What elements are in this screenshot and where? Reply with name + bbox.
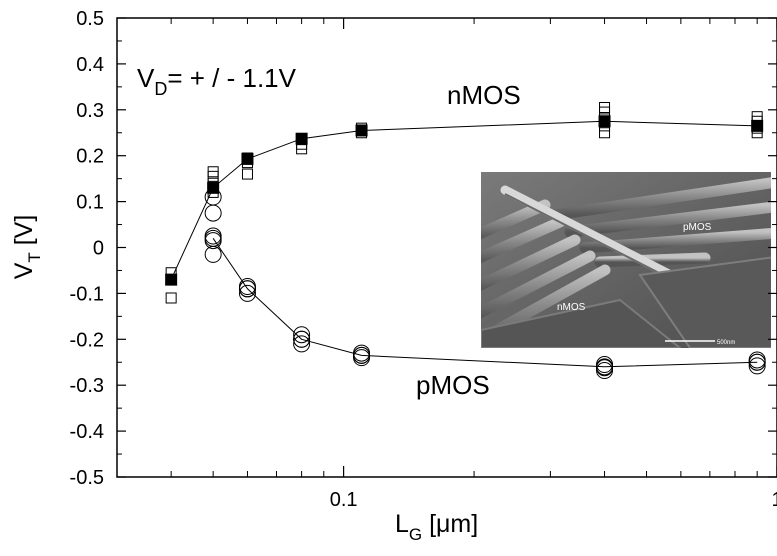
condition-annotation: VD= + / - 1.1V bbox=[137, 63, 297, 99]
point-square-filled bbox=[295, 132, 308, 145]
sem-inset-image: nMOS pMOS 500nm bbox=[481, 172, 771, 348]
y-tick-label: 0.1 bbox=[76, 192, 104, 214]
point-circle-open bbox=[293, 330, 311, 348]
point-circle-open bbox=[748, 353, 766, 371]
point-circle-open bbox=[204, 204, 222, 222]
x-axis-label-main: L bbox=[395, 510, 409, 538]
y-tick-label: 0.4 bbox=[76, 54, 104, 76]
point-circle-open bbox=[293, 326, 311, 344]
inset-pmos-label: pMOS bbox=[683, 222, 712, 233]
point-square-filled bbox=[241, 152, 254, 165]
point-square-open bbox=[241, 168, 253, 180]
point-square-filled bbox=[355, 124, 368, 137]
x-tick-label: 0.1 bbox=[330, 489, 358, 511]
y-axis-label-unit: [V] bbox=[10, 215, 38, 253]
y-tick-label: 0 bbox=[93, 238, 104, 260]
pmos-annotation: pMOS bbox=[416, 370, 490, 400]
condition-sub: D bbox=[154, 79, 167, 99]
point-square-filled bbox=[165, 273, 178, 286]
point-square-filled bbox=[598, 115, 611, 128]
y-tick-label: -0.5 bbox=[70, 467, 104, 489]
y-tick-label: -0.1 bbox=[70, 283, 104, 305]
y-tick-label: -0.4 bbox=[70, 421, 104, 443]
tick-labels: 0.5 0.4 0.3 0.2 0.1 0 -0.1 -0.2 -0.3 -0.4 -0.5 0.1 1 bbox=[70, 8, 777, 511]
point-circle-open bbox=[238, 280, 256, 298]
point-circle-open bbox=[748, 357, 766, 375]
axis-ticks bbox=[116, 17, 777, 478]
point-square-open bbox=[165, 292, 177, 304]
x-axis-label: LG [μm] bbox=[395, 510, 478, 544]
point-square-open bbox=[599, 102, 611, 114]
y-tick-label: 0.3 bbox=[76, 100, 104, 122]
point-circle-open bbox=[238, 284, 256, 302]
point-circle-open bbox=[353, 346, 371, 364]
point-square-open bbox=[207, 166, 219, 178]
inset-nmos-label: nMOS bbox=[557, 302, 586, 313]
y-tick-label: -0.2 bbox=[70, 329, 104, 351]
point-circle-open bbox=[596, 358, 614, 376]
condition-rest: = + / - 1.1V bbox=[167, 63, 296, 93]
x-tick-label: 1 bbox=[771, 489, 777, 511]
y-axis-label-main: V bbox=[10, 262, 38, 279]
point-circle-open bbox=[204, 229, 222, 247]
x-axis-label-unit: [μm] bbox=[422, 510, 478, 538]
condition-main: V bbox=[137, 63, 155, 93]
point-circle-open bbox=[293, 335, 311, 353]
y-axis-label: VT [V] bbox=[10, 215, 44, 280]
point-square-filled bbox=[207, 181, 220, 194]
x-axis-label-sub: G bbox=[409, 525, 422, 544]
nmos-annotation: nMOS bbox=[447, 80, 521, 110]
sem-fins bbox=[481, 177, 771, 348]
y-tick-label: 0.5 bbox=[76, 8, 104, 30]
point-circle-open bbox=[596, 362, 614, 380]
y-tick-label: 0.2 bbox=[76, 146, 104, 168]
data-points bbox=[165, 102, 766, 380]
y-axis-label-sub: T bbox=[25, 252, 44, 262]
y-tick-label: -0.3 bbox=[70, 375, 104, 397]
inset-scale-label: 500nm bbox=[717, 340, 735, 346]
point-square-filled bbox=[751, 119, 764, 132]
point-square-open bbox=[599, 127, 611, 139]
